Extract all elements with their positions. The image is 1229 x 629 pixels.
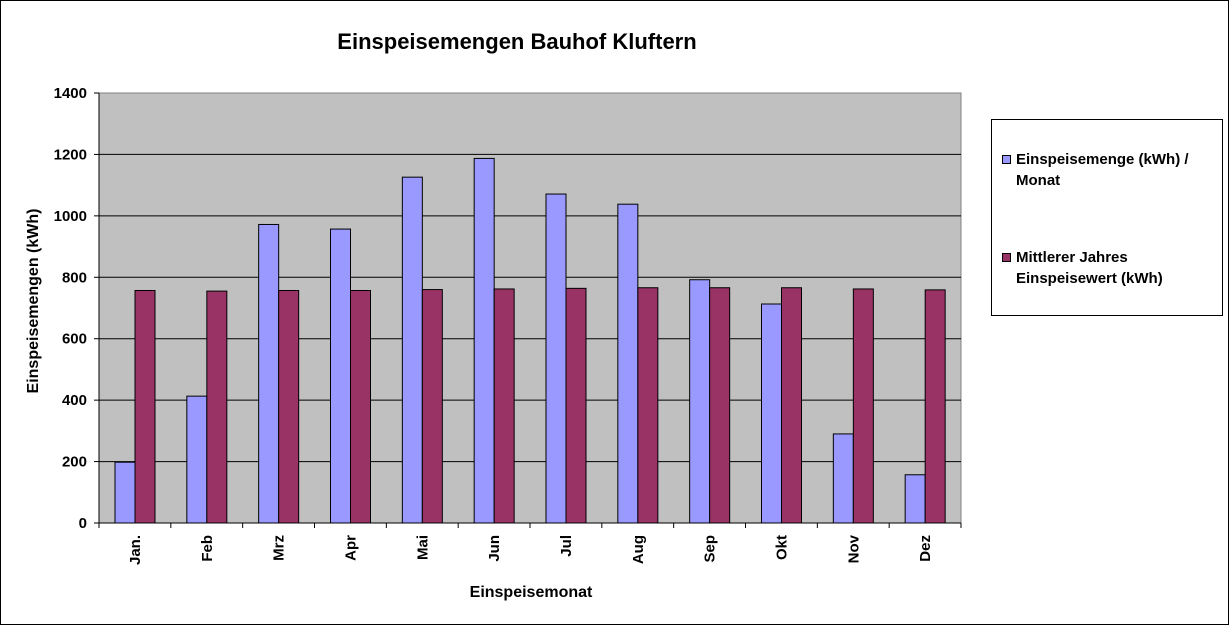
- bar-einspeisemenge: [904, 474, 926, 524]
- y-tick-label: 600: [62, 331, 87, 348]
- y-tick-label: 1000: [54, 208, 87, 225]
- x-tick-label: Sep: [702, 535, 719, 563]
- x-tick-label: Feb: [199, 535, 216, 562]
- bar-einspeisemenge: [401, 176, 423, 524]
- bar-mittlerer-jahreswert: [206, 290, 228, 524]
- bar-mittlerer-jahreswert: [278, 289, 300, 524]
- bar-einspeisemenge: [689, 279, 711, 524]
- bar-einspeisemenge: [832, 433, 854, 524]
- bar-mittlerer-jahreswert: [493, 288, 515, 524]
- legend-item-einspeisemenge: Einspeisemenge (kWh) / Monat: [1002, 149, 1217, 193]
- bar-einspeisemenge: [617, 203, 639, 524]
- legend-item-mittlerer-jahreswert: Mittlerer Jahres Einspeisewert (kWh): [1002, 247, 1217, 291]
- bars: [114, 157, 946, 524]
- bar-einspeisemenge: [545, 193, 567, 524]
- bar-mittlerer-jahreswert: [565, 287, 587, 524]
- bar-einspeisemenge: [186, 395, 208, 524]
- legend: Einspeisemenge (kWh) / Monat Mittlerer J…: [991, 119, 1223, 316]
- bar-mittlerer-jahreswert: [709, 287, 731, 524]
- bar-einspeisemenge: [258, 223, 280, 524]
- legend-label-einspeisemenge: Einspeisemenge (kWh) / Monat: [1016, 151, 1189, 189]
- x-tick-label: Mai: [414, 535, 431, 560]
- bar-mittlerer-jahreswert: [924, 289, 946, 524]
- bar-mittlerer-jahreswert: [421, 289, 443, 524]
- x-tick-label: Jun: [486, 535, 503, 562]
- bar-mittlerer-jahreswert: [350, 289, 371, 524]
- chart-title: Einspeisemengen Bauhof Kluftern: [337, 29, 696, 54]
- bar-einspeisemenge: [330, 228, 351, 524]
- bar-mittlerer-jahreswert: [852, 288, 874, 524]
- x-tick-label: Jul: [558, 535, 575, 557]
- x-tick-label: Dez: [917, 535, 934, 562]
- y-axis-ticks: 0 200 400 600 800 1000 1200 1400: [54, 85, 99, 532]
- x-tick-label: Apr: [342, 535, 359, 561]
- legend-label-mittlerer-jahreswert: Mittlerer Jahres Einspeisewert (kWh): [1016, 249, 1163, 287]
- y-tick-label: 200: [62, 454, 87, 471]
- plot-area: [98, 92, 962, 524]
- x-tick-label: Mrz: [271, 535, 288, 561]
- bar-einspeisemenge: [473, 157, 495, 524]
- x-axis-label: Einspeisemonat: [470, 584, 593, 601]
- bar-einspeisemenge: [114, 461, 136, 524]
- x-tick-label: Jan.: [127, 535, 144, 565]
- gridlines: [99, 153, 961, 463]
- bar-mittlerer-jahreswert: [637, 287, 659, 524]
- y-axis-label: Einspeisemengen (kWh): [25, 209, 42, 394]
- y-tick-label: 400: [62, 392, 87, 409]
- x-tick-label: Aug: [630, 535, 647, 564]
- y-tick-label: 1400: [54, 85, 87, 102]
- bar-einspeisemenge: [761, 303, 782, 524]
- x-tick-label: Okt: [773, 535, 790, 560]
- y-tick-label: 1200: [54, 146, 87, 163]
- x-axis-ticks: Jan. Feb Mrz Apr Mai Jun Jul Aug Sep Okt Nov Dez: [98, 523, 962, 565]
- legend-swatch-mittlerer-jahreswert: [1002, 253, 1011, 262]
- bar-mittlerer-jahreswert: [134, 289, 156, 524]
- y-tick-label: 800: [62, 269, 87, 286]
- legend-swatch-einspeisemenge: [1002, 155, 1011, 164]
- y-tick-label: 0: [79, 515, 87, 532]
- x-tick-label: Nov: [845, 534, 862, 563]
- bar-mittlerer-jahreswert: [781, 287, 802, 524]
